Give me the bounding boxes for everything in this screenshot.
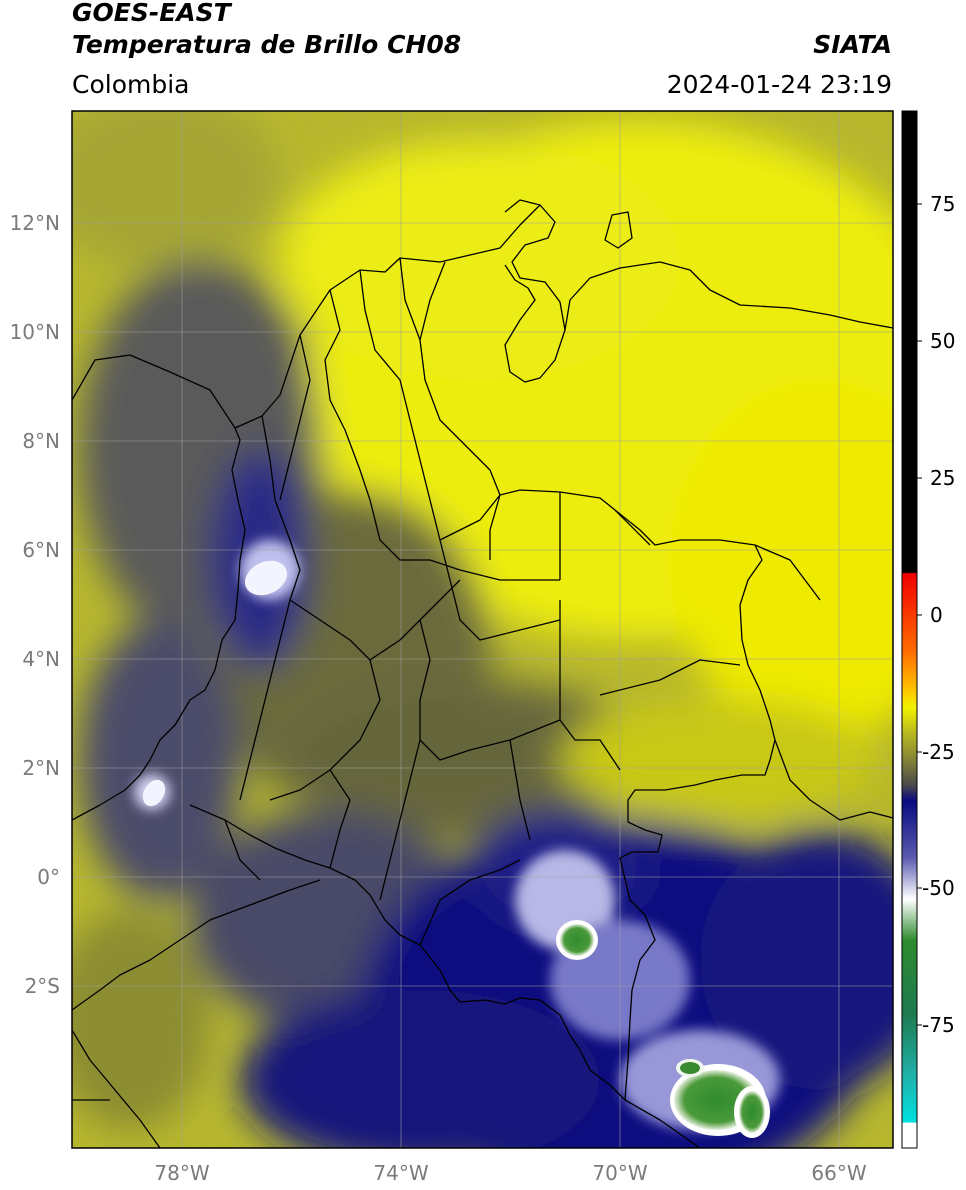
colorbar-tick: -25 [922,740,955,764]
lat-tick: 2°N [22,756,60,780]
lon-tick: 66°W [811,1161,866,1185]
region-label: Colombia [72,70,190,99]
colorbar-tick: -75 [922,1013,955,1037]
brightness-temperature-field [72,111,893,1148]
satellite-title: GOES-EAST [72,0,231,27]
colorbar-tick: 25 [930,466,955,490]
lon-tick: 78°W [154,1161,209,1185]
map-frame [71,110,894,1149]
lat-tick: 2°S [25,974,60,998]
lat-tick: 10°N [10,320,60,344]
colorbar-tick: 50 [930,329,955,353]
lat-tick: 4°N [22,647,60,671]
agency-label: SIATA [813,30,892,59]
boundaries [72,199,893,1148]
lon-tick: 74°W [373,1161,428,1185]
product-title: Temperatura de Brillo CH08 [72,30,462,59]
datetime-label: 2024-01-24 23:19 [666,70,892,99]
lat-tick: 0° [37,865,60,889]
colorbar-tick: 0 [930,603,943,627]
lon-tick: 70°W [592,1161,647,1185]
lon-axis: 78°W 74°W 70°W 66°W [154,1161,866,1185]
colorbar: 75 50 25 0 -25 -50 -75 [901,110,955,1149]
colorbar-tick: 75 [930,192,955,216]
lat-tick: 6°N [22,538,60,562]
colorbar-tick: -50 [922,876,955,900]
graticule [72,111,893,1148]
lat-axis: 12°N 10°N 8°N 6°N 4°N 2°N 0° 2°S [10,211,60,998]
lat-tick: 12°N [10,211,60,235]
lat-tick: 8°N [22,429,60,453]
